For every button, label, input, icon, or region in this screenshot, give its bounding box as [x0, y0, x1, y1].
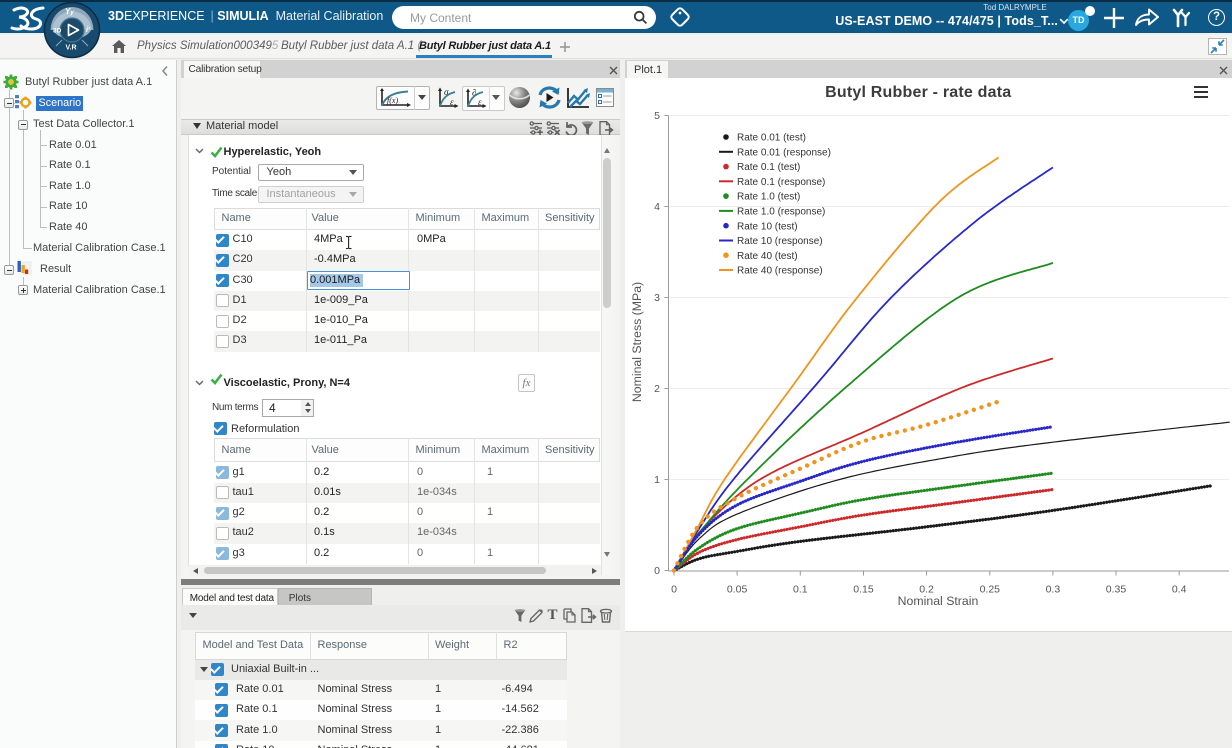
svg-text:2: 2: [654, 383, 660, 395]
svg-text:0.3: 0.3: [1046, 584, 1061, 596]
svg-text:0: 0: [654, 565, 660, 577]
svg-text:3D: 3D: [53, 28, 62, 35]
svg-text:0.05: 0.05: [727, 584, 748, 596]
svg-text:Rate 0.1 (test): Rate 0.1 (test): [737, 162, 800, 173]
svg-text:Rate 10 (test): Rate 10 (test): [737, 221, 798, 232]
svg-text:Rate 0.01 (response): Rate 0.01 (response): [737, 147, 831, 158]
svg-text:i': i': [86, 27, 90, 34]
svg-text:Rate 40 (response): Rate 40 (response): [737, 266, 823, 277]
svg-text:ε: ε: [478, 97, 482, 107]
svg-text:V.R: V.R: [66, 45, 77, 52]
svg-text:ε: ε: [450, 97, 454, 107]
svg-text:Rate 10 (response): Rate 10 (response): [737, 236, 823, 247]
svg-text:Rate 0.1 (response): Rate 0.1 (response): [737, 177, 825, 188]
svg-text:∂: ∂: [472, 88, 476, 98]
svg-text:0.4: 0.4: [1172, 584, 1187, 596]
svg-text:Nominal Stress (MPa): Nominal Stress (MPa): [630, 282, 644, 402]
svg-text:Yy: Yy: [65, 7, 74, 16]
svg-text:σ: σ: [444, 87, 449, 97]
svg-text:f(x): f(x): [387, 96, 398, 105]
svg-text:Rate 40 (test): Rate 40 (test): [737, 251, 798, 262]
svg-text:3: 3: [654, 292, 660, 304]
svg-text:0: 0: [671, 584, 677, 596]
svg-text:0.35: 0.35: [1106, 584, 1127, 596]
svg-text:Rate 1.0 (test): Rate 1.0 (test): [737, 192, 800, 203]
svg-text:0.2: 0.2: [919, 584, 934, 596]
svg-text:1: 1: [654, 474, 660, 486]
svg-text:Rate 0.01 (test): Rate 0.01 (test): [737, 133, 806, 144]
svg-text:Rate 1.0 (response): Rate 1.0 (response): [737, 207, 825, 218]
svg-text:4: 4: [654, 201, 660, 213]
svg-text:0.15: 0.15: [853, 584, 874, 596]
svg-text:0.1: 0.1: [793, 584, 808, 596]
svg-text:0.25: 0.25: [980, 584, 1001, 596]
svg-text:Nominal Strain: Nominal Strain: [898, 594, 979, 608]
svg-text:5: 5: [654, 110, 660, 122]
